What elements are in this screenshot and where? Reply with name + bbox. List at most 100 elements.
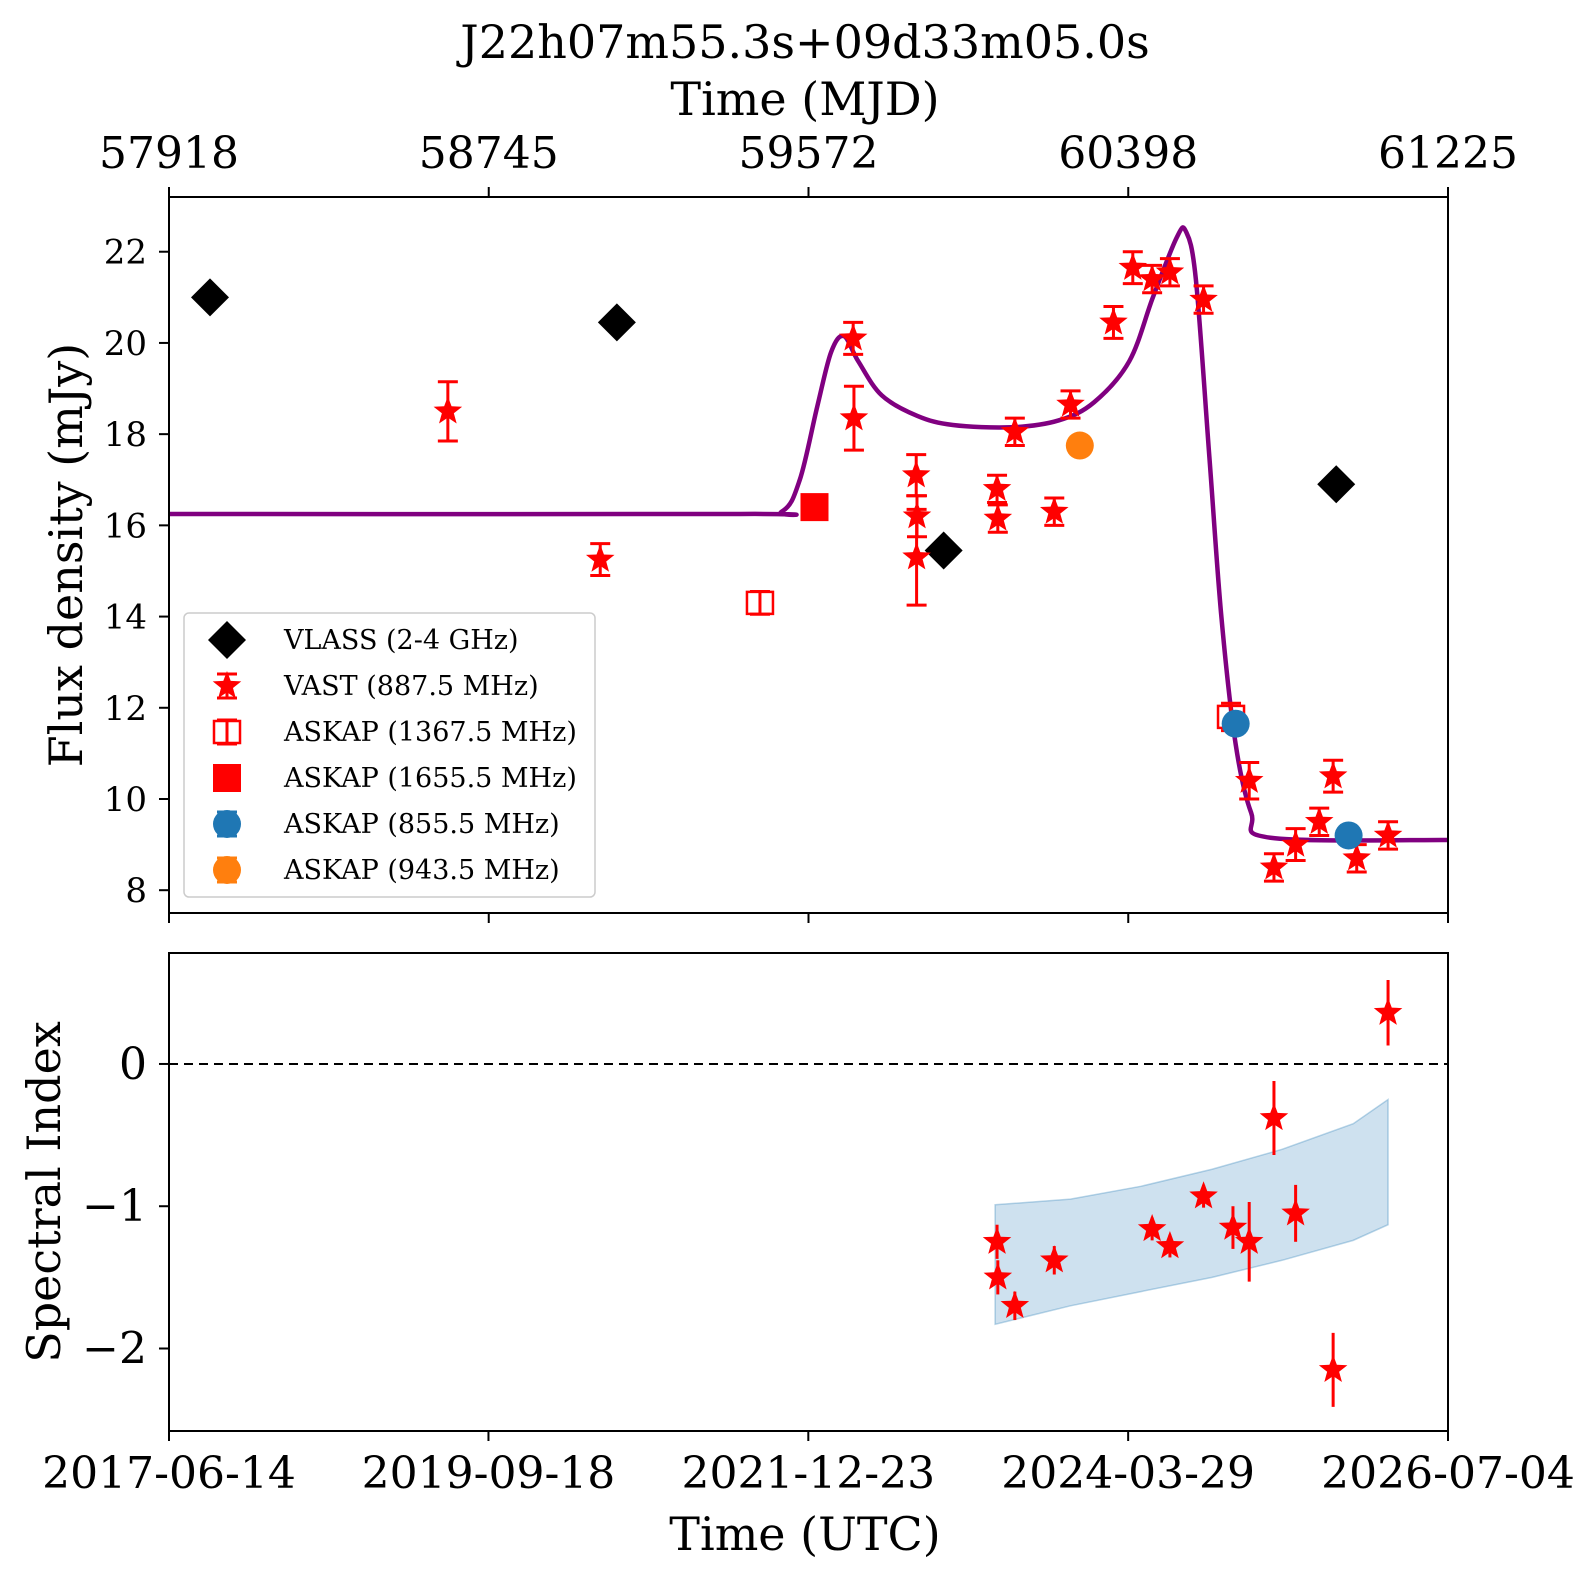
series-askap-1655-5-mhz [800, 493, 829, 522]
legend-marker [213, 810, 241, 838]
flux-tick-label: 8 [125, 871, 147, 911]
data-point-marker [839, 403, 869, 431]
data-point-marker [1259, 852, 1289, 880]
data-point-marker [1118, 252, 1148, 280]
legend-marker [212, 671, 242, 699]
legend-entry-vast-887-5-mhz: VAST (887.5 MHz) [212, 671, 539, 702]
flux-tick-label: 14 [104, 598, 147, 638]
spectral-index-point-marker [1234, 1226, 1264, 1254]
spectral-index-point-marker [1281, 1198, 1310, 1226]
data-point-marker [1234, 765, 1264, 793]
data-point-marker [800, 493, 829, 522]
spectral-index-point-marker [1137, 1213, 1167, 1242]
spectral-index-points [982, 980, 1403, 1407]
data-point-marker [1342, 843, 1371, 871]
spectral-index-point-marker [1259, 1103, 1289, 1131]
mjd-tick-label: 59572 [739, 128, 879, 179]
flux-tick-label: 12 [104, 689, 147, 729]
legend-label: ASKAP (855.5 MHz) [283, 809, 560, 840]
legend-label: VAST (887.5 MHz) [283, 671, 539, 702]
spectral-index-point-marker [1373, 997, 1403, 1025]
series-askap-943-5-mhz [1065, 431, 1094, 460]
data-point-marker [745, 590, 775, 616]
chart-title: J22h07m55.3s+09d33m05.0s [456, 15, 1149, 69]
series-spectral-index [982, 980, 1403, 1407]
utc-tick-label: 2026-07-04 [1321, 1448, 1575, 1499]
legend-entry-vlass-2-4-ghz: VLASS (2-4 GHz) [208, 621, 519, 659]
spectral-index-point-marker [1000, 1290, 1030, 1318]
data-point-marker [924, 531, 963, 570]
spectral-index-panel: 2017-06-14 2019-09-18 2021-12-23 2024-03-29… [17, 952, 1575, 1561]
data-point-marker [982, 473, 1012, 502]
series-askap-855-5-mhz [1221, 709, 1363, 850]
series-vast-887-5-mhz [433, 250, 1403, 883]
mjd-tick-label: 58745 [419, 128, 559, 179]
spectral-index-tick-label: −1 [82, 1181, 147, 1232]
bottom-x-axis-label: Time (UTC) [669, 1507, 940, 1561]
legend-label: ASKAP (1655.5 MHz) [283, 763, 577, 794]
flux-tick-label: 10 [104, 780, 147, 820]
data-point-marker [1000, 416, 1030, 444]
legend-entry-askap-943-5-mhz: ASKAP (943.5 MHz) [213, 855, 560, 886]
legend-label: ASKAP (1367.5 MHz) [283, 717, 577, 748]
data-point-marker [1099, 307, 1128, 335]
legend-label: ASKAP (943.5 MHz) [283, 855, 560, 886]
spectral-index-point-marker [1040, 1245, 1069, 1273]
spectral-index-tick-label: −2 [82, 1323, 147, 1374]
data-point-marker [1221, 709, 1250, 738]
data-point-marker [1373, 820, 1403, 848]
spectral-index-uncertainty-band [994, 1098, 1389, 1326]
data-point-marker [1056, 389, 1085, 417]
data-point-marker [1040, 496, 1069, 524]
data-point-marker [1189, 284, 1218, 312]
data-point-marker [1317, 465, 1356, 504]
spectral-index-point-marker [1189, 1181, 1218, 1209]
legend-entry-askap-1367-5-mhz: ASKAP (1367.5 MHz) [212, 717, 577, 748]
data-point-marker [983, 503, 1013, 531]
utc-tick-label: 2019-09-18 [362, 1448, 616, 1499]
bottom-axes-ticks: 2017-06-14 2019-09-18 2021-12-23 2024-03-29… [42, 1039, 1575, 1499]
legend-marker [208, 621, 246, 659]
legend-marker [213, 856, 241, 884]
data-point-marker [190, 278, 229, 317]
spectral-index-point-marker [1318, 1354, 1348, 1382]
flux-density-points [190, 250, 1403, 883]
series-askap-1367-5-mhz [745, 589, 1246, 733]
mjd-tick-label: 57918 [99, 128, 239, 179]
legend-label: VLASS (2-4 GHz) [283, 625, 519, 656]
data-point-marker [1281, 829, 1310, 857]
spectral-index-tick-label: 0 [119, 1039, 147, 1090]
legend-entry-askap-855-5-mhz: ASKAP (855.5 MHz) [213, 809, 560, 840]
spectral-index-point-marker [983, 1262, 1013, 1290]
flux-density-panel: 57918 58745 59572 60398 61225 8 10 12 14 16 18 20 22… [39, 128, 1518, 923]
data-point-marker [597, 303, 636, 342]
data-point-marker [1334, 821, 1363, 850]
data-point-marker [1137, 264, 1167, 292]
data-point-marker [901, 460, 931, 488]
spectral-index-point-marker [982, 1226, 1012, 1254]
model-curve-line [168, 225, 1449, 843]
flux-tick-label: 22 [104, 233, 147, 273]
top-x-axis-label: Time (MJD) [670, 72, 939, 126]
bottom-y-axis-label: Spectral Index [17, 1021, 71, 1363]
utc-tick-label: 2024-03-29 [1001, 1448, 1255, 1499]
data-point-marker [1155, 257, 1185, 285]
utc-tick-label: 2021-12-23 [681, 1448, 935, 1499]
flux-tick-label: 18 [104, 415, 147, 455]
data-point-marker [1065, 431, 1094, 460]
data-point-marker [1318, 761, 1348, 789]
mjd-tick-label: 61225 [1378, 128, 1518, 179]
data-point-marker [1304, 806, 1334, 834]
data-point-marker [902, 542, 931, 570]
legend-entry-askap-1655-5-mhz: ASKAP (1655.5 MHz) [213, 763, 577, 794]
utc-tick-label: 2017-06-14 [42, 1448, 296, 1499]
legend-marker [213, 764, 241, 792]
legend: VLASS (2-4 GHz) VAST (887.5 MHz) ASKAP (13… [183, 612, 596, 898]
flux-tick-label: 20 [104, 324, 147, 364]
flux-tick-label: 16 [104, 506, 147, 546]
spectral-index-point-marker [1155, 1231, 1185, 1259]
legend-box [183, 612, 596, 898]
series-vlass-2-4-ghz [190, 278, 1356, 570]
